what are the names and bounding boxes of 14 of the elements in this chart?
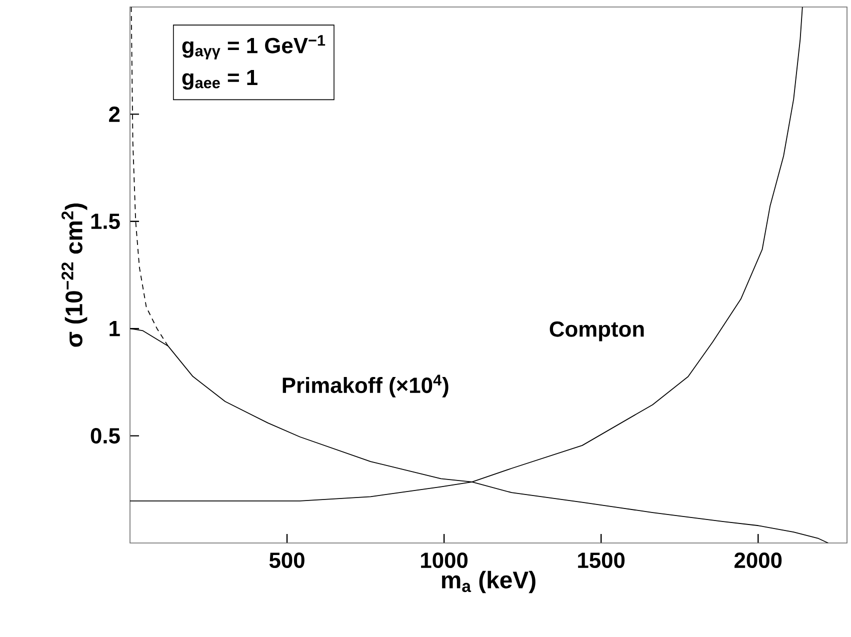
x-tick-label: 500 [269,552,304,568]
y-tick-label: 0.5 [90,428,120,444]
text: Compton [550,321,644,342]
x-tick-label: 1000 [421,552,468,568]
annotation: g$_{aγγ}$ = 1 GeV$^{−1}$ [182,35,326,60]
y-axis-title: σ (10$^{−22}$ cm$^{2}$) [62,203,88,347]
x-tick-label: 1500 [578,552,625,568]
annotation: g$_{aee}$ = 1 [182,70,258,90]
y-tick-label: 1 [110,321,120,336]
x-axis-title: m$_{a}$ (keV) [442,570,536,594]
x-tick-label: 2000 [734,552,782,568]
series-label: Primakoff (×10$^{4}$) [282,374,448,398]
y-tick-label: 1.5 [91,214,120,230]
y-tick-label: 2 [109,106,120,122]
